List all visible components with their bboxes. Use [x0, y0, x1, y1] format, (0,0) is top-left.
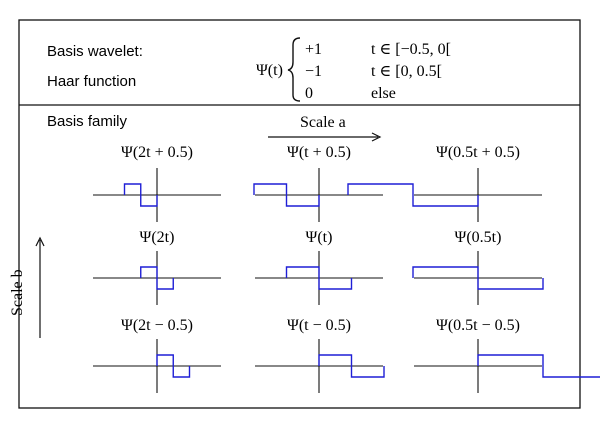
case-2-value: −1: [305, 63, 322, 80]
plot-title: Ψ(2t − 0.5): [121, 317, 193, 334]
wavelet-curve: [140, 266, 174, 290]
wavelet-curve: [285, 266, 353, 290]
wavelet-plot: Ψ(0.5t + 0.5): [347, 144, 542, 222]
case-3-condition: else: [371, 85, 396, 102]
wavelet-curve: [253, 183, 320, 207]
wavelet-plot: Ψ(0.5t): [412, 229, 544, 305]
scale-a-arrow-head: [371, 132, 382, 142]
wavelet-curve: [347, 183, 479, 207]
case-3-value: 0: [305, 85, 313, 102]
basis-wavelet-label: Basis wavelet:: [47, 43, 143, 60]
case-1-condition: t ∈ [−0.5, 0[: [371, 41, 451, 58]
wavelet-curve: [477, 354, 600, 378]
wavelet-curve: [318, 354, 385, 378]
plot-title: Ψ(2t): [140, 229, 175, 246]
wavelet-plot: Ψ(0.5t − 0.5): [414, 317, 600, 393]
plot-title: Ψ(t): [306, 229, 333, 246]
case-2-condition: t ∈ [0, 0.5[: [371, 63, 442, 80]
plot-title: Ψ(2t + 0.5): [121, 144, 193, 161]
plot-title: Ψ(t − 0.5): [287, 317, 351, 334]
wavelet-curve: [156, 354, 191, 378]
wavelet-plot: Ψ(t): [255, 229, 383, 305]
plot-title: Ψ(t + 0.5): [287, 144, 351, 161]
scale-b-label: Scale b: [9, 269, 26, 316]
basis-family-plots: Ψ(2t + 0.5) Ψ(t + 0.5) Ψ(0.5t + 0.5) Ψ(2t) Ψ…: [93, 144, 600, 393]
basis-family-label: Basis family: [47, 113, 128, 130]
plot-title: Ψ(0.5t − 0.5): [436, 317, 520, 334]
wavelet-curve: [412, 266, 544, 290]
scale-a-label: Scale a: [300, 114, 346, 131]
plot-title: Ψ(0.5t + 0.5): [436, 144, 520, 161]
psi-definition-lhs: Ψ(t): [256, 62, 283, 79]
wavelet-plot: Ψ(2t + 0.5): [93, 144, 221, 222]
wavelet-plot: Ψ(2t − 0.5): [93, 317, 221, 393]
wavelet-curve: [123, 183, 158, 207]
wavelet-plot: Ψ(t − 0.5): [255, 317, 385, 393]
wavelet-plot: Ψ(t + 0.5): [253, 144, 383, 222]
plot-title: Ψ(0.5t): [455, 229, 502, 246]
case-1-value: +1: [305, 41, 322, 58]
wavelet-plot: Ψ(2t): [93, 229, 221, 305]
scale-b-arrow-head: [35, 236, 45, 247]
figure-frame: [18, 19, 581, 409]
haar-function-label: Haar function: [47, 73, 136, 90]
left-brace: [287, 37, 301, 102]
